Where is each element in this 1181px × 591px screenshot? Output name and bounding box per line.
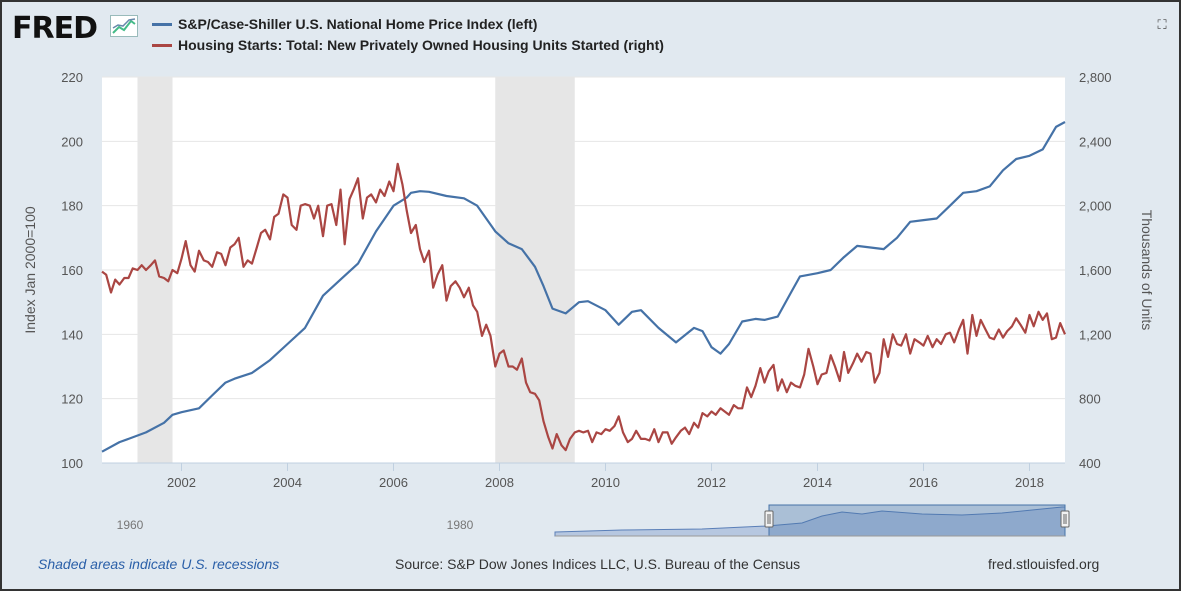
- y-right-tick-label: 800: [1079, 392, 1101, 407]
- legend-swatch-blue: [152, 22, 172, 26]
- legend-label-home-price: S&P/Case-Shiller U.S. National Home Pric…: [178, 16, 538, 32]
- x-tick-label: 2002: [167, 475, 196, 490]
- y-right-axis-title: Thousands of Units: [1139, 210, 1155, 331]
- fred-logo-chart-icon: [110, 15, 138, 37]
- y-left-axis-title: Index Jan 2000=100: [22, 206, 38, 333]
- series-line-housing-starts: [101, 162, 1067, 452]
- y-left-tick-label: 200: [61, 134, 83, 149]
- x-tick-label: 2012: [697, 475, 726, 490]
- legend-swatch-red: [152, 43, 172, 47]
- y-right-tick-label: 2,000: [1079, 199, 1112, 214]
- legend-item-housing-starts[interactable]: Housing Starts: Total: New Privately Own…: [152, 37, 664, 53]
- site-link[interactable]: fred.stlouisfed.org: [988, 556, 1100, 572]
- fred-logo[interactable]: FRED: [12, 11, 98, 46]
- x-tick-label: 2004: [273, 475, 302, 490]
- source-note: Source: S&P Dow Jones Indices LLC, U.S. …: [395, 556, 801, 572]
- navigator-handle[interactable]: [764, 510, 774, 528]
- expand-icon[interactable]: ⛶: [1157, 17, 1167, 32]
- y-right-tick-label: 1,200: [1079, 327, 1112, 342]
- x-tick-label: 2018: [1015, 475, 1044, 490]
- navigator-handle[interactable]: [1060, 510, 1070, 528]
- x-tick-label: 2016: [909, 475, 938, 490]
- x-tick-label: 2014: [803, 475, 832, 490]
- y-left-tick-label: 220: [61, 70, 83, 85]
- y-left-tick-label: 160: [61, 263, 83, 278]
- x-tick-label: 2010: [591, 475, 620, 490]
- y-right-tick-label: 400: [1079, 456, 1101, 471]
- navigator-year-label: 1980: [447, 518, 474, 532]
- y-left-tick-label: 140: [61, 327, 83, 342]
- x-tick-label: 2006: [379, 475, 408, 490]
- y-right-tick-label: 2,800: [1079, 70, 1112, 85]
- y-left-tick-label: 100: [61, 456, 83, 471]
- y-right-tick-label: 2,400: [1079, 134, 1112, 149]
- y-left-tick-label: 180: [61, 199, 83, 214]
- x-tick-label: 2008: [485, 475, 514, 490]
- y-left-tick-label: 120: [61, 392, 83, 407]
- navigator-selected-range: [768, 504, 1066, 537]
- legend-item-home-price[interactable]: S&P/Case-Shiller U.S. National Home Pric…: [152, 16, 537, 32]
- navigator-year-label: 1960: [117, 518, 144, 532]
- y-right-tick-label: 1,600: [1079, 263, 1112, 278]
- legend-label-housing-starts: Housing Starts: Total: New Privately Own…: [178, 37, 664, 53]
- recession-note: Shaded areas indicate U.S. recessions: [38, 556, 280, 572]
- series-line-home-price: [101, 121, 1066, 453]
